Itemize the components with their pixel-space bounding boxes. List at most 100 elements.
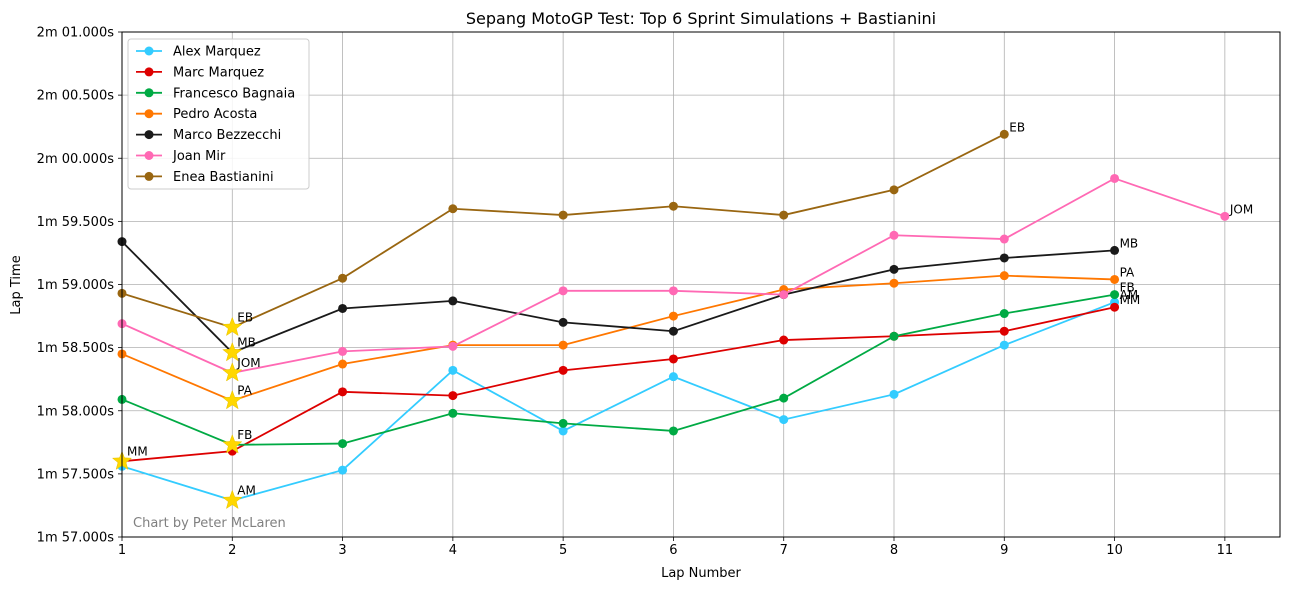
data-point <box>448 341 458 351</box>
x-tick-label: 3 <box>338 543 346 558</box>
data-point <box>668 326 678 336</box>
data-point <box>668 372 678 382</box>
data-point <box>668 354 678 364</box>
data-point <box>448 391 458 401</box>
best-lap-label: FB <box>237 428 252 442</box>
data-point <box>338 273 348 283</box>
series-line <box>121 306 1115 463</box>
x-tick-label: 4 <box>449 543 457 558</box>
legend-label: Marco Bezzecchi <box>173 128 281 143</box>
y-tick-label: 1m 59.500s <box>37 215 115 230</box>
final-lap-label: FB <box>1120 281 1135 295</box>
chart-credit: Chart by Peter McLaren <box>133 516 286 531</box>
legend-label: Pedro Acosta <box>173 107 257 122</box>
data-point <box>338 303 348 313</box>
data-point <box>779 290 789 300</box>
legend-label: Marc Marquez <box>173 65 264 80</box>
data-point <box>999 253 1009 263</box>
x-tick-label: 6 <box>669 543 677 558</box>
series-line <box>121 274 1115 402</box>
legend-label: Alex Marquez <box>173 45 261 60</box>
best-lap-star <box>222 434 243 454</box>
data-point <box>448 204 458 214</box>
legend: Alex Marquez Marc Marquez Francesco Bagnai… <box>127 38 310 190</box>
x-tick-label: 11 <box>1217 543 1234 558</box>
y-tick-label: 2m 00.000s <box>37 152 115 167</box>
data-point <box>999 340 1009 350</box>
x-tick-label: 2 <box>228 543 236 558</box>
legend-marker <box>144 171 154 181</box>
data-point <box>448 408 458 418</box>
legend-label: Francesco Bagnaia <box>173 86 295 101</box>
best-lap-star <box>222 489 243 510</box>
data-point <box>889 230 899 240</box>
final-lap-label: PA <box>1120 265 1135 279</box>
best-lap-label: MB <box>237 336 256 350</box>
legend-marker <box>144 130 154 140</box>
y-tick-label: 1m 58.500s <box>37 341 115 356</box>
data-point <box>999 271 1009 281</box>
legend-marker <box>144 67 154 77</box>
x-tick-label: 9 <box>1000 543 1008 558</box>
final-lap-label: AM <box>1120 288 1139 302</box>
final-lap-label: EB <box>1009 120 1025 134</box>
data-point <box>558 365 568 375</box>
x-axis-label: Lap Number <box>661 566 741 581</box>
x-tick-label: 8 <box>890 543 898 558</box>
final-lap-label: MB <box>1120 236 1139 250</box>
x-tick-label: 7 <box>780 543 788 558</box>
final-lap-label: JOM <box>1229 202 1253 216</box>
final-lap-label: MM <box>1120 293 1141 307</box>
data-point <box>1110 245 1120 255</box>
data-point <box>1220 211 1230 221</box>
x-tick-label: 1 <box>118 543 126 558</box>
x-tick-label: 5 <box>559 543 567 558</box>
data-point <box>558 340 568 350</box>
data-point <box>1110 302 1120 312</box>
legend-label: Enea Bastianini <box>173 170 274 185</box>
best-lap-star <box>222 341 243 362</box>
y-tick-label: 1m 57.000s <box>37 531 115 546</box>
data-point <box>668 201 678 211</box>
series-line <box>121 240 1115 354</box>
data-point <box>999 326 1009 336</box>
legend-label: Joan Mir <box>172 149 226 164</box>
series-line <box>121 301 1115 502</box>
y-tick-label: 2m 01.000s <box>37 26 115 41</box>
data-point <box>338 387 348 397</box>
axes: 1 2 3 4 5 6 7 8 9 10 11 1m 57.000s 1m 57.500s 1m 58.0… <box>37 26 1281 558</box>
data-point <box>779 415 789 425</box>
data-point <box>889 278 899 288</box>
chart-title: Sepang MotoGP Test: Top 6 Sprint Simulat… <box>466 9 936 28</box>
best-lap-label: MM <box>127 444 148 458</box>
data-point <box>338 359 348 369</box>
plot-frame <box>121 31 1281 538</box>
legend-marker <box>144 109 154 119</box>
legend-marker <box>144 46 154 56</box>
best-lap-label: JOM <box>236 356 260 370</box>
y-tick-label: 1m 57.500s <box>37 467 115 482</box>
data-point <box>1110 290 1120 300</box>
data-point <box>668 286 678 296</box>
data-point <box>999 234 1009 244</box>
data-point <box>779 393 789 403</box>
y-tick-label: 1m 59.000s <box>37 278 115 293</box>
data-point <box>558 426 568 436</box>
y-tick-label: 1m 58.000s <box>37 404 115 419</box>
best-lap-label: EB <box>237 310 253 324</box>
data-point <box>779 335 789 345</box>
data-point <box>1110 274 1120 284</box>
data-point <box>338 439 348 449</box>
data-point <box>558 418 568 428</box>
data-point <box>338 346 348 356</box>
x-tick-label: 10 <box>1106 543 1123 558</box>
data-point <box>889 185 899 195</box>
data-point <box>558 210 568 220</box>
best-lap-label: AM <box>237 483 256 497</box>
legend-box <box>127 38 310 190</box>
legend-marker <box>144 151 154 160</box>
legend-marker <box>144 88 154 98</box>
data-point <box>448 365 458 375</box>
best-lap-label: PA <box>237 384 252 398</box>
